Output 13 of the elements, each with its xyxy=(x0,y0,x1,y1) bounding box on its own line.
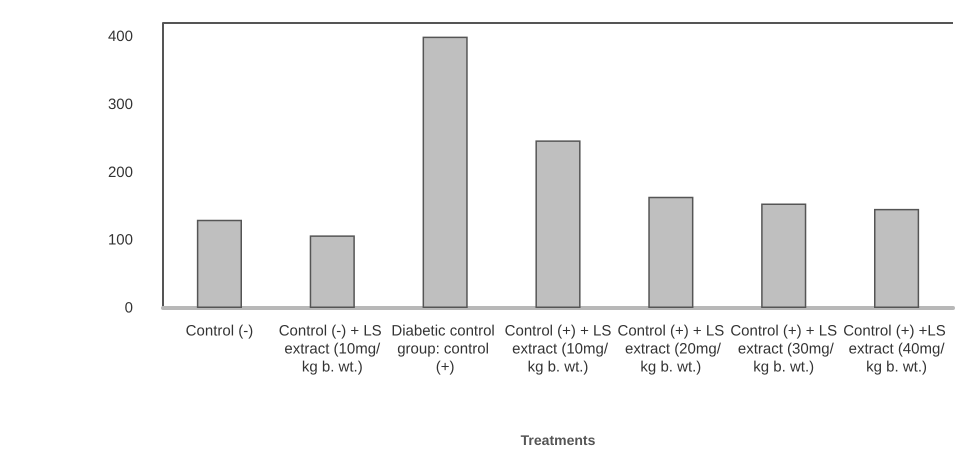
y-tick-label: 400 xyxy=(108,28,133,46)
x-tick-label: Control (+) + LS extract (20mg/kg b. wt.) xyxy=(618,322,724,376)
x-tick-label: Control (+) +LS extract (40mg/kg b. wt.) xyxy=(843,322,950,376)
y-tick-label: 300 xyxy=(108,96,133,113)
y-tick-label: 100 xyxy=(108,232,133,249)
x-tick-label: Control (-) xyxy=(186,322,254,340)
x-tick-label: Control (-) + LS extract (10mg/kg b. wt.) xyxy=(278,322,386,376)
x-tick-label: Diabetic control group: control (+) xyxy=(391,322,499,376)
y-tick-label: 0 xyxy=(124,300,133,316)
y-tick-label: 200 xyxy=(108,164,133,181)
x-tick-label: Control (+) + LS extract (10mg/kg b. wt.) xyxy=(504,322,612,376)
x-axis-title: Treatments xyxy=(520,432,596,448)
x-tick-label: Control (+) + LS extract (30mg/kg b. wt.) xyxy=(730,322,838,376)
